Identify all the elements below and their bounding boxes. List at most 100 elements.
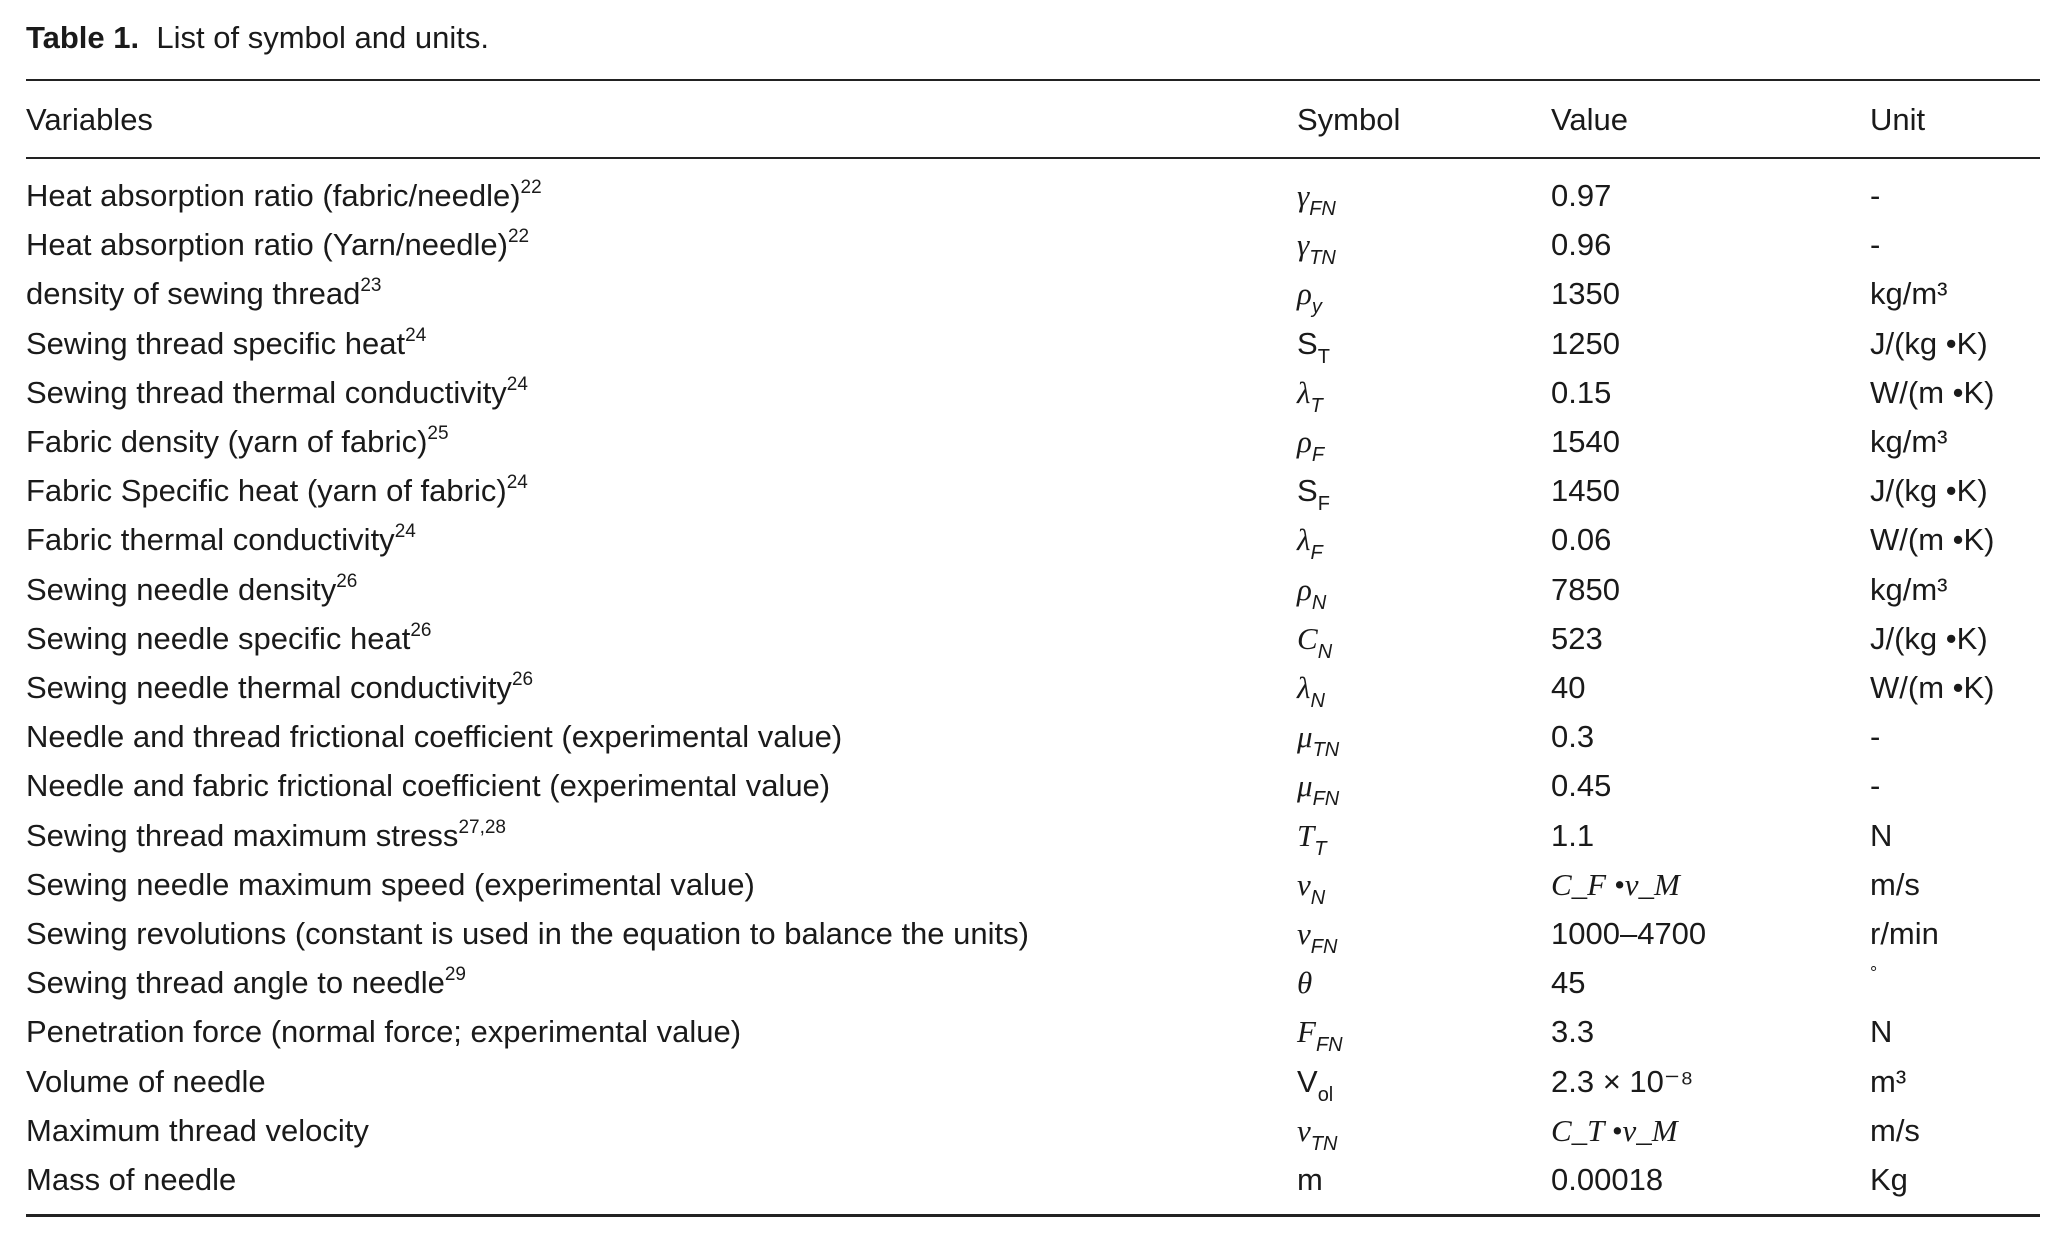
variable-text: Mass of needle	[26, 1162, 237, 1197]
unit-cell: J/(kg •K)	[1870, 473, 1988, 509]
variable-text: Sewing thread maximum stress	[26, 817, 459, 853]
variable-text: Sewing needle thermal conductivity	[26, 670, 512, 705]
top-rule	[26, 79, 2040, 81]
unit-cell: W/(m •K)	[1870, 670, 1995, 705]
unit-cell: W/(m •K)	[1870, 522, 1995, 558]
symbol-cell: ρF	[1297, 417, 1324, 466]
symbol-base: ν	[1297, 1112, 1311, 1148]
table-row: Fabric density (yarn of fabric)25 ρF 1540 k…	[0, 417, 2065, 466]
variable-cell: Needle and thread frictional coefficient…	[26, 712, 842, 761]
symbol-cell: γFN	[1297, 171, 1336, 220]
value-cell: 7850	[1551, 571, 1620, 607]
symbol-cell: ρN	[1297, 565, 1326, 614]
symbol-subscript: FN	[1315, 1034, 1343, 1057]
variable-text: Heat absorption ratio (fabric/needle)	[26, 178, 521, 213]
variable-text: Heat absorption ratio (Yarn/needle)	[26, 227, 508, 263]
variable-cell: Needle and fabric frictional coefficient…	[26, 761, 830, 810]
variable-cell: Fabric density (yarn of fabric)25	[26, 417, 449, 466]
unit-cell: -	[1870, 178, 1881, 213]
table-header: Variables Symbol Value Unit	[0, 95, 2065, 144]
value-cell: C_T •ν_M	[1551, 1112, 1678, 1148]
value-cell: 523	[1551, 620, 1603, 656]
symbol-subscript: F	[1317, 493, 1330, 516]
symbol-base: S	[1297, 325, 1318, 361]
symbol-base: ν	[1297, 916, 1311, 951]
symbol-subscript: F	[1310, 542, 1323, 565]
unit-cell: -	[1870, 719, 1881, 755]
symbol-base: m	[1297, 1162, 1323, 1197]
symbol-cell: TT	[1297, 811, 1326, 860]
value-cell: 0.3	[1551, 719, 1595, 755]
reference-superscript: 27,28	[458, 816, 506, 838]
unit-cell: N	[1870, 1014, 1893, 1050]
symbol-cell: CN	[1297, 614, 1332, 663]
table-caption-text: List of symbol and units.	[156, 20, 489, 55]
table-row: Sewing needle density26 ρN 7850 kg/m³	[0, 565, 2065, 614]
table-row: Heat absorption ratio (Yarn/needle)22 γTN…	[0, 220, 2065, 269]
unit-cell: -	[1870, 768, 1881, 804]
symbol-cell: ST	[1297, 319, 1330, 368]
symbol-base: C	[1297, 620, 1318, 656]
value-cell: 1350	[1551, 276, 1620, 312]
variable-cell: Heat absorption ratio (Yarn/needle)22	[26, 220, 529, 269]
value-cell: 0.45	[1551, 768, 1612, 804]
symbol-base: γ	[1297, 227, 1310, 263]
header-rule	[26, 157, 2040, 159]
symbol-cell: Vol	[1297, 1057, 1333, 1106]
header-value: Value	[1551, 102, 1628, 137]
variable-text: Needle and fabric frictional coefficient…	[26, 768, 831, 804]
table-label: Table 1.	[26, 20, 140, 55]
table-row: Heat absorption ratio (fabric/needle)22 γ…	[0, 171, 2065, 220]
symbol-base: λ	[1297, 522, 1311, 558]
table-row: Sewing needle thermal conductivity26 λN 40…	[0, 663, 2065, 712]
symbol-subscript: TN	[1310, 1132, 1338, 1155]
symbol-base: S	[1297, 473, 1318, 509]
table-row: Sewing thread maximum stress27,28 TT 1.1 N	[0, 811, 2065, 860]
value-cell: 2.3 × 10⁻⁸	[1551, 1063, 1694, 1099]
reference-superscript: 26	[336, 570, 358, 592]
reference-superscript: 22	[507, 226, 530, 248]
reference-superscript: 25	[427, 423, 449, 444]
unit-cell: W/(m •K)	[1870, 374, 1995, 410]
reference-superscript: 24	[506, 373, 528, 395]
table-row: Sewing needle maximum speed (experimenta…	[0, 860, 2065, 909]
unit-cell: kg/m³	[1870, 276, 1948, 312]
table-row: Maximum thread velocity νTN C_T •ν_M m/s	[0, 1106, 2065, 1155]
reference-superscript: 24	[506, 472, 528, 494]
variable-cell: Sewing needle maximum speed (experimenta…	[26, 860, 755, 909]
symbol-base: λ	[1297, 670, 1311, 705]
unit-cell: J/(kg •K)	[1870, 620, 1988, 656]
reference-superscript: 29	[444, 964, 466, 986]
symbol-cell: θ	[1297, 958, 1312, 1007]
value-cell: 45	[1551, 965, 1586, 1001]
table-caption: Table 1. List of symbol and units.	[26, 20, 489, 56]
variable-text: Fabric density (yarn of fabric)	[26, 424, 428, 459]
table-row: Sewing thread thermal conductivity24 λT 0.…	[0, 368, 2065, 417]
symbol-base: θ	[1297, 965, 1313, 1001]
symbol-cell: m	[1297, 1155, 1323, 1204]
unit-cell: r/min	[1870, 916, 1939, 951]
variable-cell: Maximum thread velocity	[26, 1106, 369, 1155]
unit-cell: °	[1870, 963, 1878, 984]
unit-cell: J/(kg •K)	[1870, 325, 1988, 361]
header-variables: Variables	[26, 102, 153, 137]
value-cell: 1450	[1551, 473, 1620, 509]
value-cell: 0.00018	[1551, 1162, 1664, 1197]
table-row: Needle and fabric frictional coefficient…	[0, 761, 2065, 810]
table-row: Sewing thread specific heat24 ST 1250 J/(kg…	[0, 319, 2065, 368]
symbol-cell: νN	[1297, 860, 1325, 909]
variable-text: Sewing needle density	[26, 571, 337, 607]
unit-cell: m³	[1870, 1063, 1907, 1099]
symbol-base: μ	[1297, 768, 1313, 804]
unit-cell: kg/m³	[1870, 424, 1948, 459]
symbol-subscript: FN	[1310, 936, 1338, 958]
variable-cell: Sewing needle specific heat26	[26, 614, 431, 663]
symbol-subscript: FN	[1309, 198, 1336, 220]
variable-cell: Sewing thread thermal conductivity24	[26, 368, 528, 417]
reference-superscript: 26	[410, 619, 432, 641]
symbol-subscript: TN	[1309, 247, 1336, 270]
value-cell: 3.3	[1551, 1014, 1595, 1050]
table-row: Fabric thermal conductivity24 λF 0.06 W/(m …	[0, 515, 2065, 564]
variable-cell: Sewing revolutions (constant is used in …	[26, 909, 1029, 958]
variable-cell: Sewing thread specific heat24	[26, 319, 426, 368]
